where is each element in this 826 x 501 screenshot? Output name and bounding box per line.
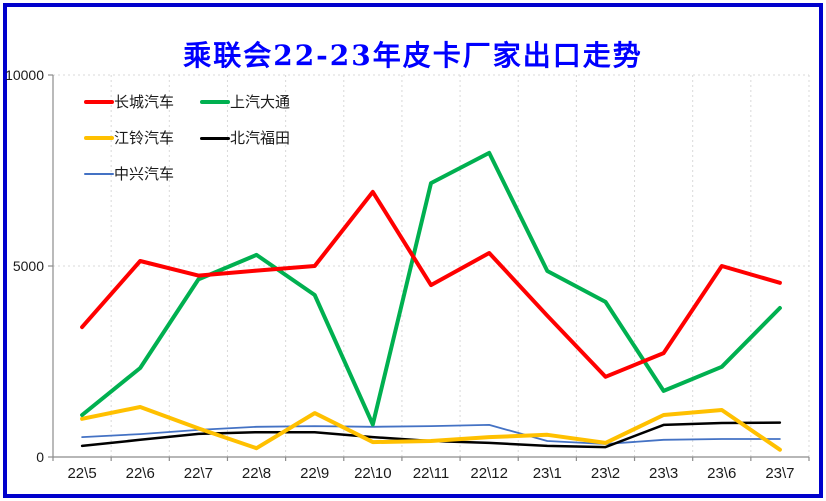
legend-label: 北汽福田 [230, 129, 291, 147]
legend-label: 中兴汽车 [114, 165, 175, 183]
y-tick-label: 5000 [13, 258, 44, 274]
x-tick-label: 23\6 [707, 465, 736, 482]
legend-label: 上汽大通 [230, 93, 291, 111]
series-line-2 [80, 405, 782, 452]
legend-label: 长城汽车 [114, 93, 175, 111]
x-tick-label: 23\1 [533, 465, 562, 482]
x-tick-label: 22\8 [242, 465, 271, 482]
x-tick-label: 22\12 [470, 465, 508, 482]
legend-line-swatch [84, 100, 114, 104]
legend-line-swatch [84, 173, 114, 175]
series-line-1 [80, 150, 782, 427]
x-tick-label: 22\6 [126, 465, 155, 482]
y-tick-label: 0 [36, 449, 44, 465]
legend-item-3[interactable]: 北汽福田 [200, 120, 350, 156]
legend-line-swatch [84, 136, 114, 140]
legend-item-2[interactable]: 江铃汽车 [84, 120, 200, 156]
legend-item-4[interactable]: 中兴汽车 [84, 156, 200, 192]
chart-title: 乘联会22-23年皮卡厂家出口走势 [183, 39, 643, 72]
x-tick-label: 22\7 [184, 465, 213, 482]
x-tick-label: 22\9 [300, 465, 329, 482]
y-tick-label: 10000 [5, 67, 44, 83]
legend-label: 江铃汽车 [114, 129, 175, 147]
x-tick-label: 22\10 [354, 465, 392, 482]
series-line-0 [80, 189, 782, 379]
x-tick-label: 23\7 [765, 465, 794, 482]
legend-line-swatch [200, 100, 230, 104]
legend-item-0[interactable]: 长城汽车 [84, 84, 200, 120]
x-tick-label: 23\3 [649, 465, 678, 482]
x-tick-label: 23\2 [591, 465, 620, 482]
legend-line-swatch [200, 136, 230, 140]
x-tick-label: 22\11 [413, 465, 449, 482]
x-tick-label: 22\5 [67, 465, 96, 482]
chart-legend: 长城汽车 上汽大通江铃汽车 北汽福田中兴汽车 [84, 84, 350, 192]
legend-item-1[interactable]: 上汽大通 [200, 84, 350, 120]
